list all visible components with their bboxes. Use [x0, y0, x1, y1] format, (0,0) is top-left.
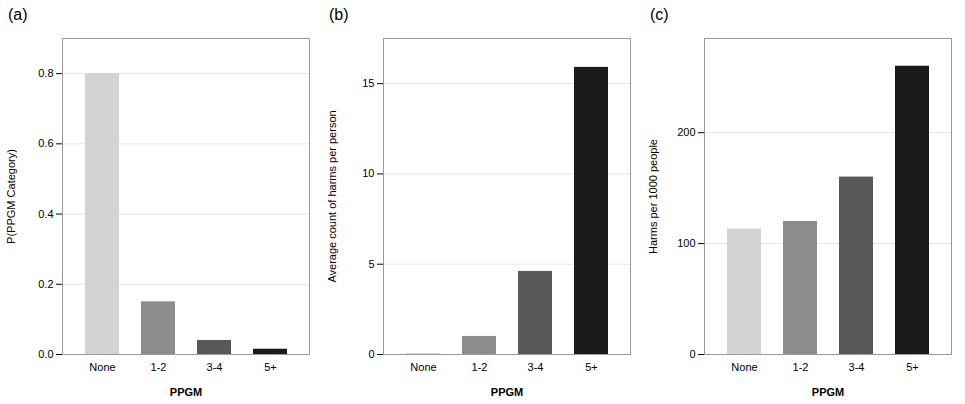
svg-text:3-4: 3-4 [207, 361, 223, 373]
svg-text:5: 5 [368, 258, 374, 270]
svg-text:P(PPGM Category): P(PPGM Category) [5, 149, 17, 244]
html-text:(c): (c) [650, 6, 669, 23]
svg-text:PPGM: PPGM [491, 386, 523, 398]
svg-text:0: 0 [689, 348, 695, 360]
svg-text:15: 15 [362, 77, 374, 89]
svg-text:PPGM: PPGM [812, 386, 844, 398]
svg-text:3-4: 3-4 [528, 361, 544, 373]
svg-text:5+: 5+ [906, 361, 919, 373]
svg-text:1-2: 1-2 [151, 361, 167, 373]
svg-text:0.6: 0.6 [38, 137, 53, 149]
svg-text:5+: 5+ [264, 361, 277, 373]
svg-text:None: None [410, 361, 436, 373]
svg-text:10: 10 [362, 167, 374, 179]
svg-text:3-4: 3-4 [849, 361, 865, 373]
svg-text:100: 100 [677, 237, 695, 249]
svg-text:0.2: 0.2 [38, 278, 53, 290]
svg-text:200: 200 [677, 126, 695, 138]
svg-text:PPGM: PPGM [170, 386, 202, 398]
svg-text:None: None [731, 361, 757, 373]
svg-text:Harms per 1000 people: Harms per 1000 people [647, 139, 659, 254]
html-text:(b): (b) [329, 6, 349, 23]
svg-text:0: 0 [368, 348, 374, 360]
svg-text:None: None [89, 361, 115, 373]
svg-text:0.8: 0.8 [38, 67, 53, 79]
html-text:(a): (a) [8, 6, 28, 23]
svg-text:1-2: 1-2 [472, 361, 488, 373]
svg-text:0.0: 0.0 [38, 348, 53, 360]
svg-text:5+: 5+ [585, 361, 598, 373]
svg-text:1-2: 1-2 [793, 361, 809, 373]
svg-text:0.4: 0.4 [38, 208, 53, 220]
svg-text:Average count of harms per per: Average count of harms per person [326, 110, 338, 282]
